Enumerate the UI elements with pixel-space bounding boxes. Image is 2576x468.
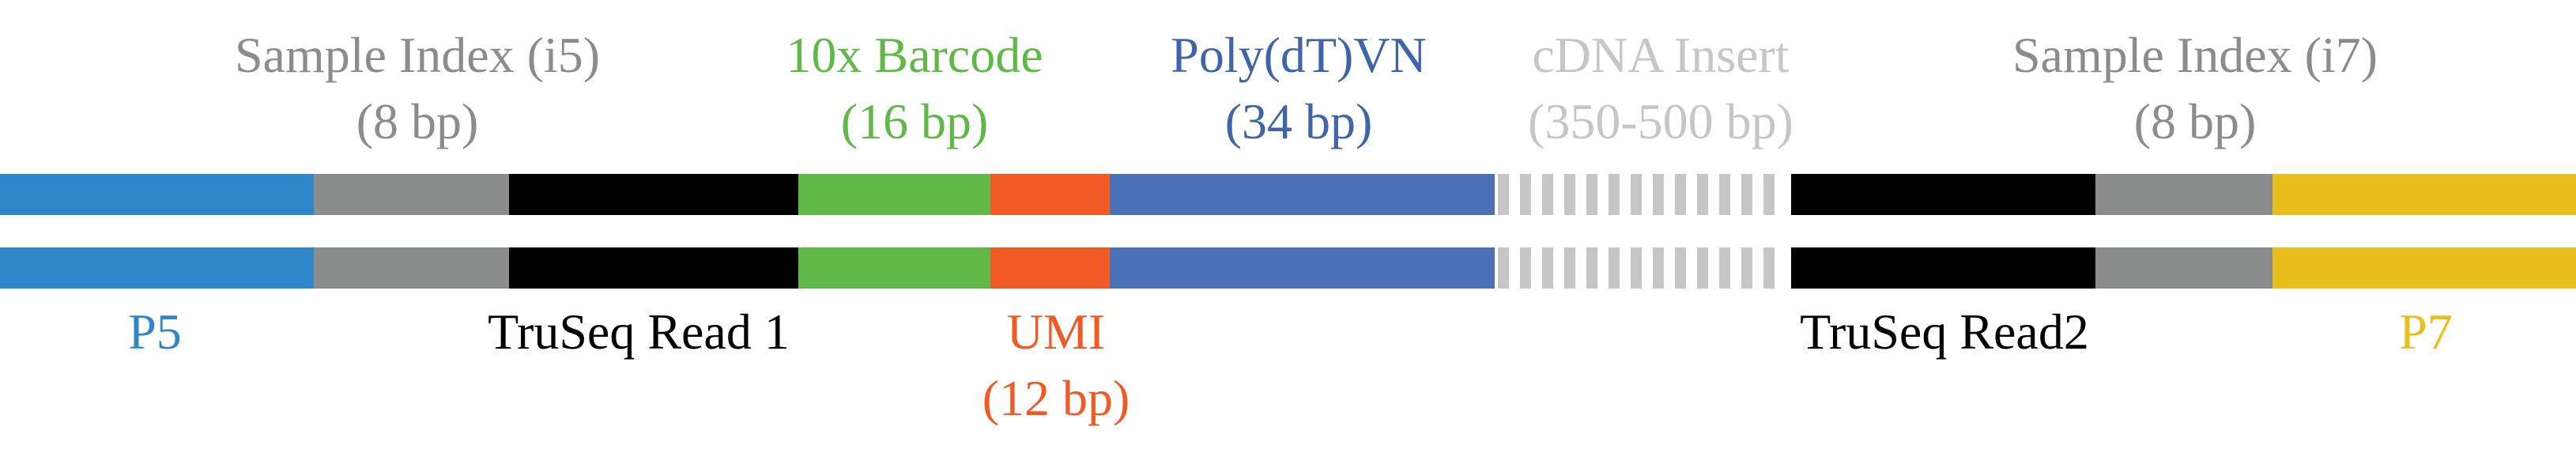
cdna-dash	[1609, 247, 1620, 289]
label-sample-index-i5-length: (8 bp)	[356, 93, 479, 149]
cdna-dash	[1697, 174, 1708, 215]
label-umi-length: (12 bp)	[982, 370, 1130, 426]
segment-truseq-read-2-strand-1	[1791, 174, 2095, 215]
segment-bar	[1110, 174, 1495, 215]
segment-truseq-read-2-strand-2	[1791, 247, 2095, 289]
segment-bar	[798, 247, 990, 289]
label-cdna-insert-length: (350-500 bp)	[1528, 93, 1793, 149]
label-umi: UMI (12 bp)	[983, 299, 1130, 432]
segment-cdna-insert-strand-2	[1498, 247, 1775, 289]
cdna-dash	[1741, 247, 1752, 289]
label-p5: P5	[128, 299, 182, 365]
cdna-dash	[1719, 247, 1730, 289]
cdna-dash	[1586, 247, 1597, 289]
cdna-dash	[1741, 174, 1752, 215]
cdna-dash	[1609, 174, 1620, 215]
segment-truseq-read-1-strand-1	[509, 174, 798, 215]
cdna-dash	[1564, 247, 1575, 289]
segment-bar	[2095, 174, 2272, 215]
segment-bar	[1110, 247, 1495, 289]
cdna-dash	[1763, 247, 1775, 289]
label-sample-index-i5: Sample Index (i5) (8 bp)	[235, 22, 600, 155]
cdna-dash	[1520, 174, 1531, 215]
segment-bar	[2272, 174, 2576, 215]
segment-poly-dt-vn-strand-1	[1110, 174, 1495, 215]
segment-umi-strand-2	[990, 247, 1110, 289]
segment-p5-strand-2	[0, 247, 314, 289]
segment-sample-index-i7-strand-2	[2095, 247, 2272, 289]
label-p5-name: P5	[128, 304, 182, 360]
segment-sample-index-i7-strand-1	[2095, 174, 2272, 215]
cdna-dash	[1719, 174, 1730, 215]
label-sample-index-i7-name: Sample Index (i7)	[2012, 27, 2378, 83]
cdna-dash	[1653, 247, 1664, 289]
label-truseq-read-1: TruSeq Read 1	[488, 299, 790, 365]
label-cdna-insert-name: cDNA Insert	[1532, 27, 1790, 83]
segment-bar	[314, 174, 509, 215]
segment-p5-strand-1	[0, 174, 314, 215]
segment-bar	[314, 247, 509, 289]
segment-bar	[1791, 247, 2095, 289]
cdna-dash	[1564, 174, 1575, 215]
cdna-dash	[1697, 247, 1708, 289]
cdna-dash	[1675, 247, 1686, 289]
segment-sample-index-i5-strand-2	[314, 247, 509, 289]
label-sample-index-i7-length: (8 bp)	[2133, 93, 2257, 149]
segment-sample-index-i5-strand-1	[314, 174, 509, 215]
label-truseq-read-2-name: TruSeq Read2	[1800, 304, 2089, 360]
cdna-dash	[1653, 174, 1664, 215]
cdna-dash	[1542, 247, 1553, 289]
segment-truseq-read-1-strand-2	[509, 247, 798, 289]
label-sample-index-i5-name: Sample Index (i5)	[234, 27, 601, 83]
segment-bar	[0, 247, 314, 289]
segment-10x-barcode-strand-1	[798, 174, 990, 215]
segment-p7-strand-1	[2272, 174, 2576, 215]
segment-p7-strand-2	[2272, 247, 2576, 289]
cdna-dash	[1520, 247, 1531, 289]
segment-poly-dt-vn-strand-2	[1110, 247, 1495, 289]
segment-bar	[509, 247, 798, 289]
cdna-dash	[1631, 247, 1642, 289]
segment-bar	[509, 174, 798, 215]
label-poly-dt-vn-length: (34 bp)	[1224, 93, 1373, 149]
cdna-dash	[1631, 174, 1642, 215]
segment-bar	[798, 174, 990, 215]
cdna-dash	[1675, 174, 1686, 215]
label-umi-name: UMI	[1006, 304, 1106, 360]
label-p7-name: P7	[2399, 304, 2453, 360]
label-truseq-read-2: TruSeq Read2	[1800, 299, 2089, 365]
label-10x-barcode-name: 10x Barcode	[786, 27, 1043, 83]
segment-umi-strand-1	[990, 174, 1110, 215]
segment-bar	[2272, 247, 2576, 289]
cdna-dash	[1763, 174, 1775, 215]
cdna-dash	[1586, 174, 1597, 215]
segment-bar	[990, 174, 1110, 215]
segment-bar	[2095, 247, 2272, 289]
label-poly-dt-vn: Poly(dT)VN (34 bp)	[1171, 22, 1427, 155]
label-sample-index-i7: Sample Index (i7) (8 bp)	[2012, 22, 2378, 155]
cdna-dash	[1498, 174, 1509, 215]
label-10x-barcode: 10x Barcode (16 bp)	[786, 22, 1043, 155]
segment-cdna-insert-strand-1	[1498, 174, 1775, 215]
label-p7: P7	[2399, 299, 2453, 365]
segment-bar	[990, 247, 1110, 289]
cdna-dash	[1542, 174, 1553, 215]
label-cdna-insert: cDNA Insert (350-500 bp)	[1528, 22, 1793, 155]
segment-bar	[1791, 174, 2095, 215]
segment-10x-barcode-strand-2	[798, 247, 990, 289]
label-10x-barcode-length: (16 bp)	[840, 93, 989, 149]
label-truseq-read-1-name: TruSeq Read 1	[488, 304, 790, 360]
label-poly-dt-vn-name: Poly(dT)VN	[1171, 27, 1427, 83]
cdna-dash	[1498, 247, 1509, 289]
segment-bar	[0, 174, 314, 215]
